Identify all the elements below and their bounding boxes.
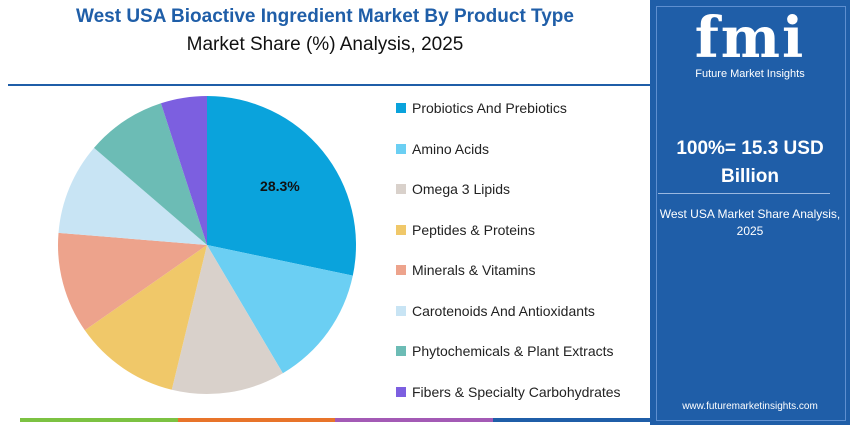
- bottom-color-bar: [20, 418, 650, 422]
- logo-subtitle: Future Market Insights: [695, 68, 805, 80]
- legend-swatch: [396, 103, 406, 113]
- pie-data-label-0: 28.3%: [260, 178, 300, 194]
- legend-swatch: [396, 184, 406, 194]
- legend-label: Probiotics And Prebiotics: [412, 100, 567, 116]
- logo-wordmark: fmi: [694, 5, 806, 71]
- legend-label: Amino Acids: [412, 140, 490, 157]
- legend-swatch: [396, 143, 406, 154]
- pie-slice-3: [84, 245, 207, 390]
- sidebar-description-line2: 2025: [736, 224, 764, 238]
- legend-label: Minerals & Vitamins: [412, 262, 536, 278]
- sidebar-description-line1: West USA Market Share Analysis,: [659, 207, 841, 221]
- pie-slice-5: [58, 147, 207, 245]
- bottom-bar-segment-green: [20, 418, 178, 422]
- info-sidebar: fmi Future Market Insights 100%= 15.3 US…: [650, 0, 850, 425]
- legend-swatch: [396, 386, 406, 397]
- bottom-bar-segment-purple: [335, 418, 493, 422]
- website-url[interactable]: www.futuremarketinsights.com: [682, 401, 818, 412]
- pie-slice-0: [207, 96, 356, 276]
- pie-slice-6: [94, 103, 207, 246]
- legend-item: Amino Acids: [396, 141, 489, 157]
- legend-item: Phytochemicals & Plant Extracts: [396, 343, 614, 359]
- legend-item: Probiotics And Prebiotics: [396, 100, 567, 116]
- title-divider: [8, 84, 650, 86]
- chart-title: West USA Bioactive Ingredient Market By …: [76, 6, 574, 27]
- pie-slice-1: [207, 245, 353, 374]
- pie-slice-4: [58, 232, 207, 331]
- legend-item: Peptides & Proteins: [396, 222, 535, 238]
- legend-swatch: [396, 346, 406, 356]
- market-total-unit: Billion: [720, 166, 780, 187]
- bottom-bar-segment-blue: [492, 418, 650, 422]
- chart-subtitle: Market Share (%) Analysis, 2025: [186, 34, 464, 55]
- legend-label: Carotenoids And Antioxidants: [412, 302, 595, 319]
- pie-slice-2: [171, 245, 283, 394]
- legend-swatch: [396, 305, 406, 316]
- sidebar-divider: [658, 193, 830, 194]
- legend-item: Carotenoids And Antioxidants: [396, 303, 595, 319]
- pie-chart: 28.3%: [58, 96, 356, 394]
- legend-swatch: [396, 224, 406, 235]
- market-total-value: 100%= 15.3 USD: [676, 138, 824, 159]
- legend-label: Fibers & Specialty Carbohydrates: [412, 383, 621, 400]
- bottom-bar-segment-orange: [177, 418, 335, 422]
- legend-item: Omega 3 Lipids: [396, 181, 510, 197]
- pie-slice-7: [160, 96, 207, 245]
- legend-item: Fibers & Specialty Carbohydrates: [396, 384, 621, 400]
- legend-label: Peptides & Proteins: [412, 221, 535, 238]
- legend-swatch: [396, 265, 406, 275]
- fmi-logo: fmi Future Market Insights: [650, 10, 850, 80]
- legend-item: Minerals & Vitamins: [396, 262, 535, 278]
- legend-label: Phytochemicals & Plant Extracts: [412, 343, 614, 359]
- market-total: 100%= 15.3 USD Billion: [650, 135, 850, 191]
- sidebar-description: West USA Market Share Analysis, 2025: [650, 206, 850, 240]
- legend-label: Omega 3 Lipids: [412, 181, 511, 197]
- sidebar-frame: [656, 6, 846, 421]
